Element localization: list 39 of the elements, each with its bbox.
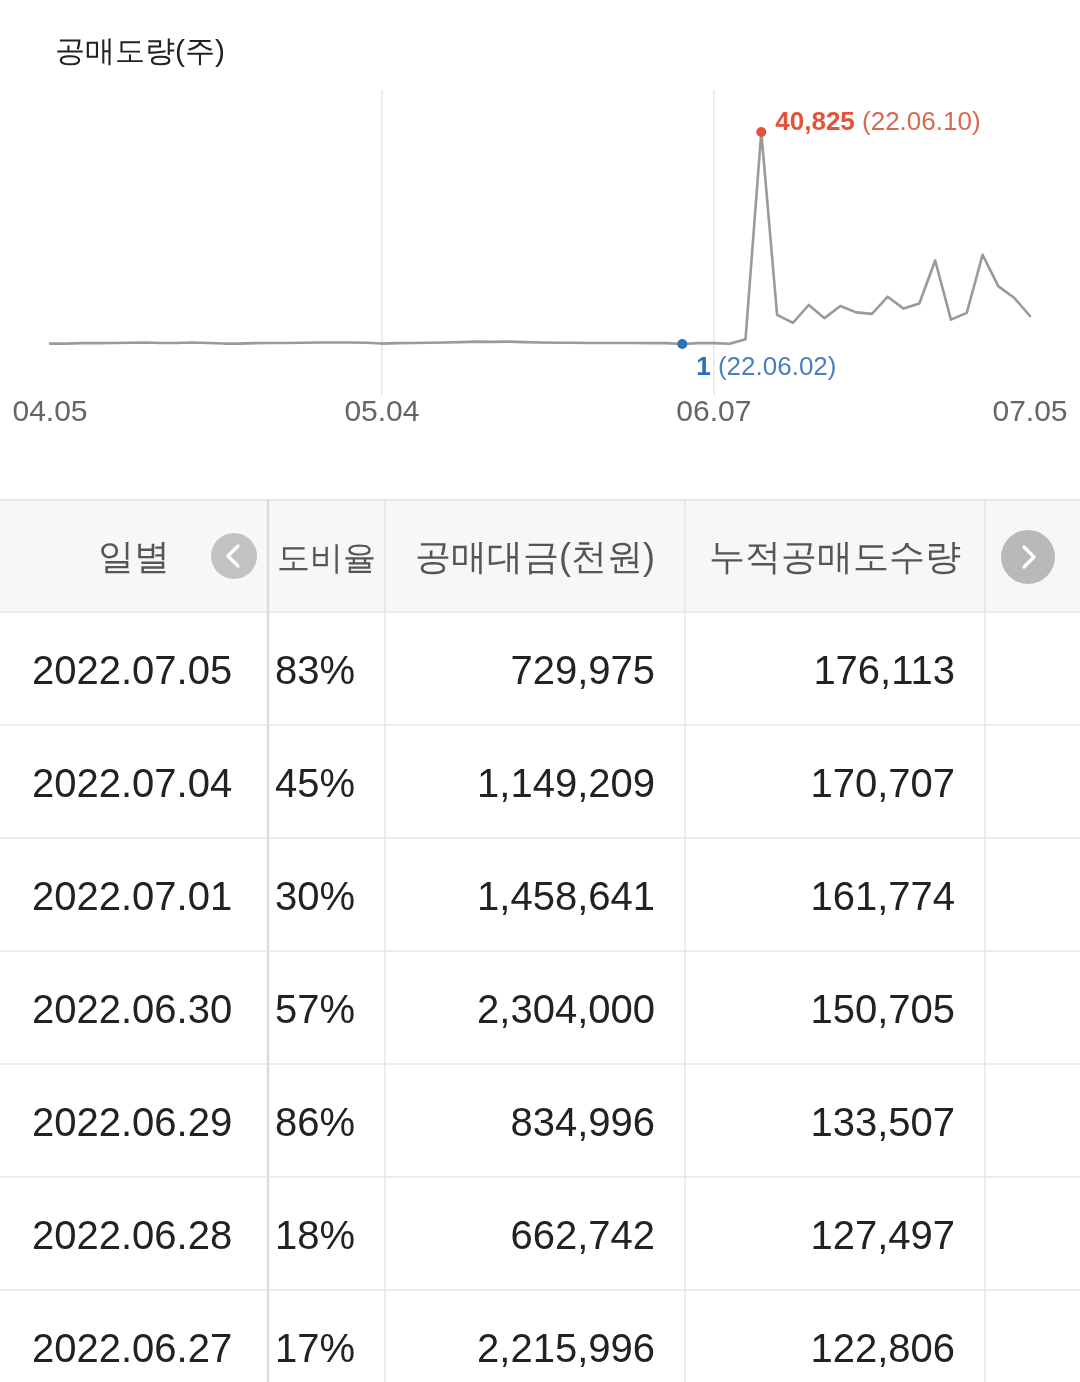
text: 18% [274,1212,355,1257]
text: 86% [274,1099,355,1144]
text: 2022.06.28 [32,1212,233,1257]
text: 127,497 [810,1212,955,1257]
text: 2022.06.27 [32,1325,233,1370]
text: 57% [274,986,355,1031]
text: 161,774 [810,873,955,918]
x-tick-label: 06.07 [676,394,752,427]
x-tick-label: 05.04 [344,394,420,427]
text: 729,975 [510,647,655,692]
category-label: 공매대금(천원) [415,536,655,577]
annotation: 40,825 (22.06.10) [775,106,981,136]
text: 1,149,209 [477,760,655,805]
text: 2022.06.30 [32,986,233,1031]
text: 2,215,996 [477,1325,655,1370]
category-label: 일별 [98,536,170,577]
category-label: 도비율 [277,539,376,576]
text: 133,507 [810,1099,955,1144]
text: 122,806 [810,1325,955,1370]
text: 662,742 [510,1212,655,1257]
text: 2022.07.01 [32,873,233,918]
text: 150,705 [810,986,955,1031]
text: 2,304,000 [477,986,655,1031]
text: 45% [274,760,355,805]
x-tick-label: 04.05 [12,394,88,427]
x-tick-label: 07.05 [992,394,1068,427]
text: 83% [274,647,355,692]
text: 2022.07.04 [32,760,233,805]
text: 170,707 [810,760,955,805]
text: 176,113 [813,647,955,692]
text: 2022.06.29 [32,1099,233,1144]
text: 834,996 [510,1099,655,1144]
text: 2022.07.05 [32,647,233,692]
text: 1,458,641 [477,873,655,918]
text: 30% [274,873,355,918]
chart-title: 공매도량(주) [55,34,225,67]
category-label: 누적공매도수량 [709,536,961,577]
text: 1 (22.06.02) [696,351,837,381]
text: 17% [274,1325,355,1370]
